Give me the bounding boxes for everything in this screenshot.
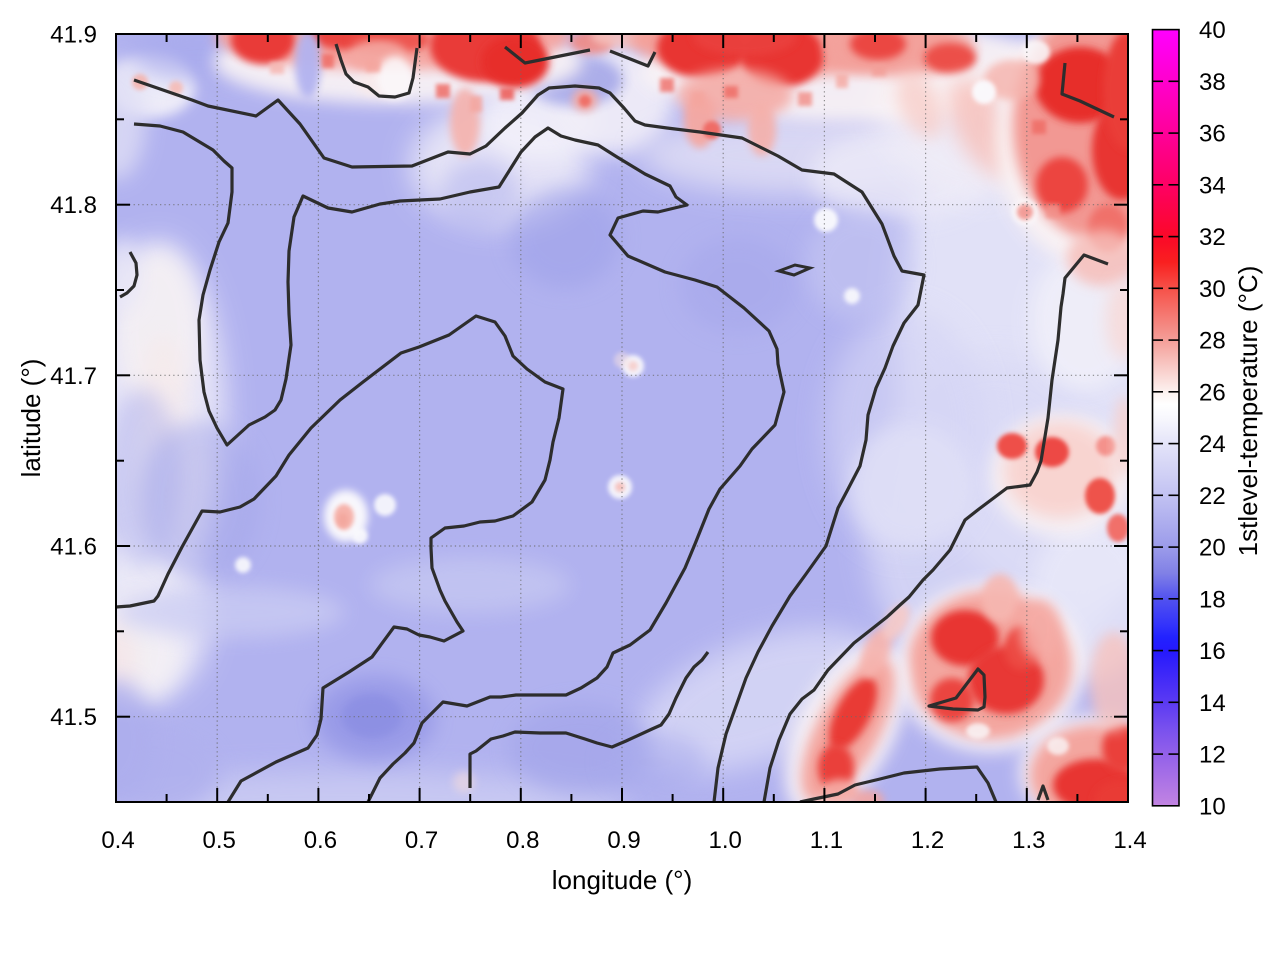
svg-text:32: 32 xyxy=(1199,224,1226,251)
svg-text:28: 28 xyxy=(1199,328,1226,355)
svg-text:41.5: 41.5 xyxy=(50,704,97,731)
svg-text:40: 40 xyxy=(1199,17,1226,44)
svg-text:18: 18 xyxy=(1199,586,1226,613)
svg-text:1stlevel-temperature (°C): 1stlevel-temperature (°C) xyxy=(1233,266,1263,557)
svg-text:24: 24 xyxy=(1199,431,1226,458)
svg-text:38: 38 xyxy=(1199,69,1226,96)
svg-text:0.7: 0.7 xyxy=(405,827,438,854)
svg-text:20: 20 xyxy=(1199,535,1226,562)
svg-text:0.4: 0.4 xyxy=(101,827,134,854)
svg-text:26: 26 xyxy=(1199,379,1226,406)
svg-text:22: 22 xyxy=(1199,483,1226,510)
svg-text:1.3: 1.3 xyxy=(1012,827,1045,854)
svg-text:16: 16 xyxy=(1199,638,1226,665)
svg-text:12: 12 xyxy=(1199,742,1226,769)
svg-text:41.7: 41.7 xyxy=(50,363,97,390)
svg-text:0.5: 0.5 xyxy=(203,827,236,854)
svg-text:longitude (°): longitude (°) xyxy=(552,865,692,895)
svg-text:10: 10 xyxy=(1199,793,1226,820)
svg-text:41.9: 41.9 xyxy=(50,22,97,49)
svg-text:34: 34 xyxy=(1199,172,1226,199)
svg-text:0.8: 0.8 xyxy=(506,827,539,854)
svg-text:14: 14 xyxy=(1199,690,1226,717)
svg-text:30: 30 xyxy=(1199,276,1226,303)
svg-text:1.4: 1.4 xyxy=(1113,827,1146,854)
svg-text:1.2: 1.2 xyxy=(911,827,944,854)
svg-text:41.6: 41.6 xyxy=(50,534,97,561)
svg-text:41.8: 41.8 xyxy=(50,192,97,219)
svg-text:1.0: 1.0 xyxy=(709,827,742,854)
svg-text:latitude (°): latitude (°) xyxy=(16,359,46,478)
svg-text:1.1: 1.1 xyxy=(810,827,843,854)
svg-text:36: 36 xyxy=(1199,121,1226,148)
svg-text:0.9: 0.9 xyxy=(607,827,640,854)
svg-text:0.6: 0.6 xyxy=(304,827,337,854)
